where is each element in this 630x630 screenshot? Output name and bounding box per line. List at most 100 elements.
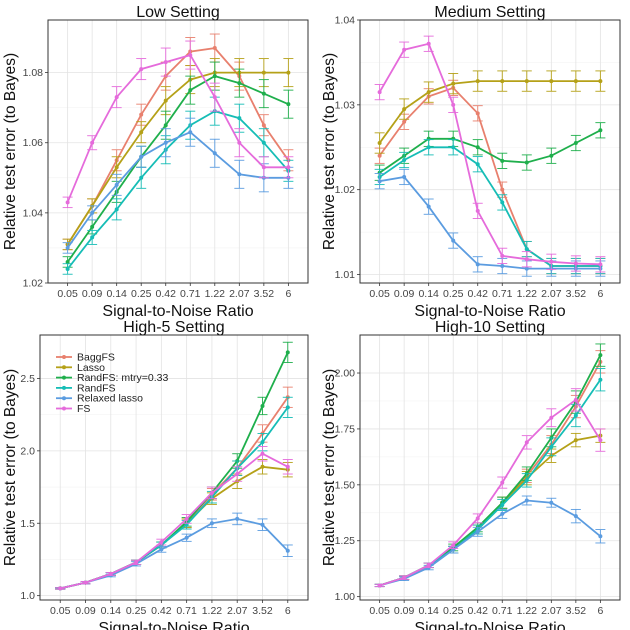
x-tick-label: 3.52 [566, 605, 587, 617]
data-point [598, 377, 603, 382]
legend-item: RandFS [56, 382, 116, 394]
data-point [209, 490, 214, 495]
legend-marker [62, 385, 66, 390]
series-randfs-mtry-0-33 [374, 343, 606, 588]
x-tick-label: 0.42 [468, 288, 489, 300]
series-fs [55, 446, 293, 591]
x-tick-label: 0.25 [443, 288, 464, 300]
series-line [379, 379, 602, 587]
x-axis-label: Signal-to-Noise Ratio [102, 303, 253, 320]
data-point [159, 547, 164, 552]
x-tick-label: 0.14 [418, 605, 439, 617]
data-point [163, 123, 168, 128]
data-point [549, 444, 554, 449]
data-point [65, 259, 70, 264]
x-tick-label: 0.09 [394, 605, 415, 617]
legend-marker [62, 396, 66, 401]
chart-title: High-5 Setting [123, 319, 224, 336]
data-point [90, 210, 95, 215]
x-tick-label: 0.09 [75, 605, 96, 617]
x-tick-label: 3.52 [566, 288, 587, 300]
series-lasso [55, 459, 293, 591]
x-tick-label: 0.71 [492, 288, 513, 300]
y-tick-label: 2.00 [335, 368, 356, 380]
legend-label: RandFS [77, 382, 116, 394]
series-fs [374, 388, 606, 588]
data-point [573, 261, 578, 266]
legend-item: Relaxed lasso [56, 393, 143, 405]
series-baggfs [374, 350, 606, 588]
data-point [598, 128, 603, 133]
legend-item: BaggFS [56, 352, 115, 364]
data-point [500, 187, 505, 192]
x-tick-label: 3.52 [254, 288, 275, 300]
data-point [573, 514, 578, 519]
data-point [260, 403, 265, 408]
data-point [475, 111, 480, 116]
data-point [598, 79, 603, 84]
series-fs [374, 35, 606, 273]
data-point [500, 511, 505, 516]
data-point [139, 154, 144, 159]
data-point [235, 516, 240, 521]
legend-label: BaggFS [77, 352, 115, 364]
y-tick-label: 1.02 [335, 184, 356, 196]
data-point [65, 200, 70, 205]
series-randfs [62, 96, 294, 275]
data-point [426, 90, 431, 95]
data-point [260, 522, 265, 527]
x-tick-label: 0.71 [176, 605, 197, 617]
series-line [379, 176, 601, 270]
y-axis-label: Relative test error (to Bayes) [2, 369, 19, 566]
data-point [65, 266, 70, 271]
data-point [90, 235, 95, 240]
series-relaxed-lasso [374, 168, 606, 277]
data-point [573, 413, 578, 418]
series-randfs-mtry-0-33 [374, 122, 606, 181]
series-randfs-mtry-0-33 [62, 61, 294, 268]
chart-title: Low Setting [136, 4, 220, 21]
x-tick-label: 1.22 [205, 288, 226, 300]
y-tick-label: 1.04 [23, 207, 44, 219]
legend-marker [62, 375, 66, 380]
data-point [598, 534, 603, 539]
data-point [260, 440, 265, 445]
series-lasso [374, 428, 606, 588]
data-point [524, 440, 529, 445]
data-point [549, 259, 554, 264]
series-lasso [62, 58, 294, 251]
y-tick-label: 1.04 [335, 15, 356, 27]
data-point [261, 91, 266, 96]
data-point [114, 207, 119, 212]
series-randfs [374, 139, 606, 275]
data-point [209, 521, 214, 526]
series-randfs [55, 396, 293, 591]
series-line [66, 71, 289, 245]
data-point [402, 174, 407, 179]
data-point [500, 79, 505, 84]
data-point [237, 140, 242, 145]
data-point [134, 560, 139, 565]
data-point [549, 153, 554, 158]
data-point [475, 145, 480, 150]
data-point [451, 238, 456, 243]
data-point [377, 153, 382, 158]
data-point [114, 165, 119, 170]
data-point [402, 157, 407, 162]
data-point [212, 151, 217, 156]
series-line [378, 80, 601, 144]
panel-border [47, 19, 309, 284]
data-point [598, 262, 603, 267]
data-point [285, 464, 290, 469]
data-point [285, 548, 290, 553]
data-point [426, 563, 431, 568]
data-point [285, 405, 290, 410]
data-point [500, 264, 505, 269]
data-point [377, 179, 382, 184]
y-tick-label: 1.08 [23, 67, 44, 79]
data-point [237, 172, 242, 177]
legend-marker [62, 365, 66, 370]
data-point [90, 140, 95, 145]
data-point [451, 102, 456, 107]
x-tick-label: 0.09 [394, 288, 415, 300]
